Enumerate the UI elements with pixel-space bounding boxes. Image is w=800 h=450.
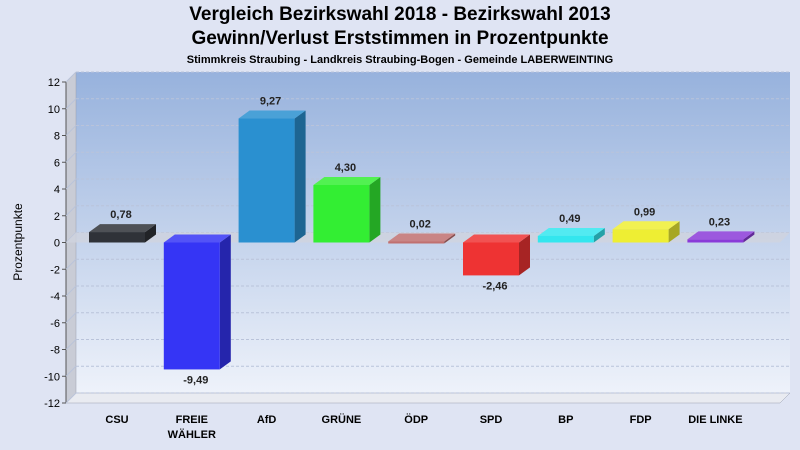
y-tick-label: -12 [44, 398, 60, 410]
y-tick-label: -6 [50, 318, 60, 330]
y-tick-label: 2 [54, 211, 60, 223]
y-tick-label: 12 [48, 77, 60, 89]
data-label: 0,23 [709, 216, 730, 228]
category-label: DIE LINKE [688, 414, 742, 426]
category-label: FDP [630, 414, 652, 426]
category-label: GRÜNE [322, 413, 362, 426]
y-axis-ticks: 12 10 8 6 4 2 0 -2 -4 -6 -8 -10 -12 [44, 77, 66, 410]
category-label: BP [558, 414, 573, 426]
bar-7: 0,49 [537, 213, 605, 243]
category-label-line-2: WÄHLER [168, 428, 216, 441]
chart-title-line-1: Vergleich Bezirkswahl 2018 - Bezirkswahl… [189, 4, 611, 25]
category-label: AfD [257, 414, 277, 426]
bar-9: 0,23 [687, 216, 755, 243]
data-label: -9,49 [183, 374, 208, 386]
y-tick-label: -10 [44, 371, 60, 383]
y-tick-label: 6 [54, 157, 60, 169]
chart-title-line-2: Gewinn/Verlust Erststimmen in Prozentpun… [191, 28, 609, 49]
y-tick-label: 8 [54, 131, 60, 143]
y-tick-label: 10 [48, 104, 60, 116]
y-tick-label: 0 [54, 238, 60, 250]
y-tick-label: -8 [50, 345, 60, 357]
data-label: 0,49 [559, 213, 580, 225]
data-label: 4,30 [335, 162, 356, 174]
bar-5: 0,02 [388, 219, 456, 244]
bar-6: -2,46 [463, 234, 530, 292]
category-label: CSU [105, 414, 128, 426]
category-label: ÖDP [404, 413, 428, 426]
bars: 0,78 -9,49 9,27 4,30 0,02 -2,46 0,49 0,99 0,23 [89, 96, 755, 386]
bar-8: 0,99 [612, 206, 680, 243]
bar-4: 4,30 [313, 162, 381, 243]
bar-1: 0,78 [89, 209, 156, 243]
data-label: -2,46 [482, 280, 507, 292]
category-label: FREIE [176, 414, 208, 426]
y-tick-label: 4 [54, 184, 60, 196]
bar-2: -9,49 [163, 234, 231, 386]
bar-3: 9,27 [238, 96, 306, 243]
category-labels: CSU FREIE WÄHLER AfD GRÜNE ÖDP SPD BP FDP DIE LIN… [105, 413, 742, 441]
data-label: 0,02 [409, 219, 430, 231]
data-label: 0,78 [110, 209, 131, 221]
data-label: 0,99 [634, 206, 655, 218]
y-tick-label: -4 [50, 291, 60, 303]
data-label: 9,27 [260, 96, 281, 108]
chart-subtitle: Stimmkreis Straubing - Landkreis Straubi… [186, 54, 614, 66]
y-tick-label: -2 [50, 264, 60, 276]
category-label: SPD [480, 414, 503, 426]
y-axis-label: Prozentpunkte [11, 203, 25, 281]
